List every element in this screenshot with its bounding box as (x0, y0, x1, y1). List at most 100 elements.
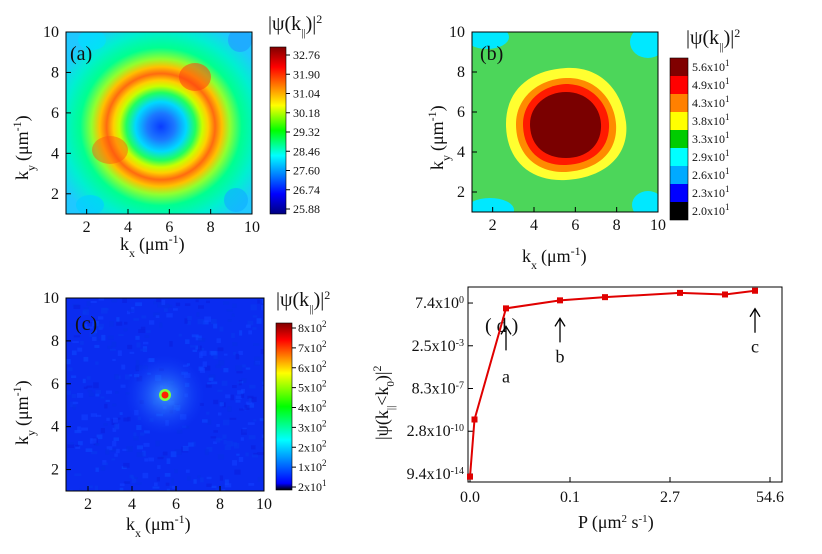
noise-cell (171, 478, 175, 485)
noise-cell (213, 355, 218, 360)
noise-cell (223, 439, 227, 445)
a-xtick-label-0: 2 (83, 219, 91, 236)
d-point-0 (467, 473, 473, 480)
noise-cell (119, 412, 123, 415)
noise-cell (236, 371, 243, 374)
noise-cell (123, 417, 129, 422)
noise-cell (72, 341, 79, 344)
noise-cell (211, 485, 217, 489)
noise-cell (80, 340, 84, 345)
noise-cell (148, 457, 155, 462)
c-ytick-label-1: 4 (51, 419, 59, 436)
cb-b-label-0: 5.6x101 (692, 58, 730, 74)
noise-cell (161, 455, 166, 458)
noise-cell (224, 479, 229, 485)
noise-cell (201, 419, 208, 423)
noise-cell (82, 309, 89, 316)
noise-cell (155, 489, 159, 491)
noise-cell (72, 401, 79, 404)
noise-cell (110, 448, 117, 452)
noise-cell (186, 320, 191, 325)
noise-cell (103, 423, 108, 426)
noise-cell (100, 465, 106, 471)
noise-cell (187, 315, 192, 321)
noise-cell (230, 394, 234, 401)
noise-cell (106, 417, 110, 421)
noise-cell (205, 384, 212, 388)
axes-frame-c (65, 297, 265, 492)
d-arrow-head-0 (500, 325, 512, 335)
noise-cell (253, 343, 260, 346)
corner-a-4 (224, 188, 248, 212)
noise-cell (234, 469, 241, 475)
noise-cell (83, 356, 89, 362)
noise-cell (215, 364, 222, 369)
noise-cell (98, 298, 105, 301)
series-d (467, 287, 758, 480)
cb-c-label-5: 3x102 (298, 418, 327, 434)
noise-cell (95, 467, 99, 472)
noise-cell (135, 335, 140, 340)
noise-cell (216, 423, 220, 427)
axes-frame-b (471, 31, 659, 213)
noise-cell (111, 458, 116, 461)
noise-cell (219, 326, 224, 332)
noise-cell (71, 350, 77, 356)
noise-cell (166, 313, 173, 318)
noise-cell (133, 432, 137, 438)
noise-cell (126, 446, 133, 452)
noise-cell (163, 308, 168, 312)
ylabel-b: ky(μm-1) (425, 105, 453, 170)
noise-cell (96, 434, 103, 440)
noise-cell (260, 304, 264, 311)
noise-cell (114, 373, 119, 380)
noise-cell (86, 485, 93, 489)
noise-cell (69, 489, 73, 491)
noise-cell (133, 318, 140, 321)
d-ytick-label-0: 7.4x100 (415, 295, 464, 313)
noise-cell (248, 397, 252, 404)
cb-a-label-3: 30.18 (293, 106, 320, 120)
noise-cell (238, 456, 244, 463)
heatmap-b (472, 32, 658, 212)
noise-cell (224, 483, 232, 488)
cb-c-label-6: 2x102 (298, 438, 327, 454)
cb-b-frame (669, 57, 689, 221)
cb-c-label-7: 1x102 (298, 458, 327, 474)
noise-cell (256, 318, 262, 324)
noise-cell (144, 458, 149, 462)
panel-b: (b) 2 4 6 8 10 2 4 6 8 10 kx (μm-1) ky(μm-1) |ψ(k|… (425, 24, 740, 272)
cb-b-label-6: 2.6x101 (692, 166, 730, 182)
a-ytick-label-1: 4 (51, 145, 59, 162)
noise-cell (153, 300, 157, 305)
axes-frame-a (65, 31, 253, 215)
noise-cell (192, 441, 196, 447)
noise-cell (107, 335, 114, 340)
cb-a-label-8: 25.88 (293, 202, 320, 216)
cb-b-label-1: 4.9x101 (692, 76, 730, 92)
noise-cell (109, 348, 116, 351)
cb-b-label-3: 3.8x101 (692, 112, 730, 128)
d-point-3 (557, 297, 563, 304)
noise-cell (95, 389, 102, 395)
colorbar-ticks-a: 32.76 31.90 31.04 30.18 29.32 28.46 27.60 26.74… (286, 48, 320, 216)
noise-cell (72, 404, 77, 410)
cb-b-swatch-3 (670, 112, 688, 130)
noise-cell (135, 359, 140, 366)
noise-cell (121, 466, 127, 470)
heatmap-a-field (66, 32, 252, 214)
noise-cell (235, 353, 240, 360)
cb-c-label-4: 4x102 (298, 399, 327, 415)
ticks-a: 2 4 6 8 10 2 4 6 8 10 (43, 24, 260, 236)
c-xtick-label-4: 10 (256, 496, 272, 513)
noise-cell (213, 323, 218, 329)
panel-a: (a) 2 4 6 8 10 2 4 6 8 10 kx (μm-1) ky(μm-1) |ψ(k|… (10, 12, 322, 260)
noise-cell (206, 483, 212, 487)
heatmap-a (66, 32, 252, 214)
noise-cell (207, 382, 212, 385)
noise-cell (260, 349, 264, 355)
colorbar-c (275, 322, 293, 491)
noise-cell (227, 406, 232, 412)
noise-cell (148, 320, 155, 325)
noise-cell (73, 304, 81, 309)
